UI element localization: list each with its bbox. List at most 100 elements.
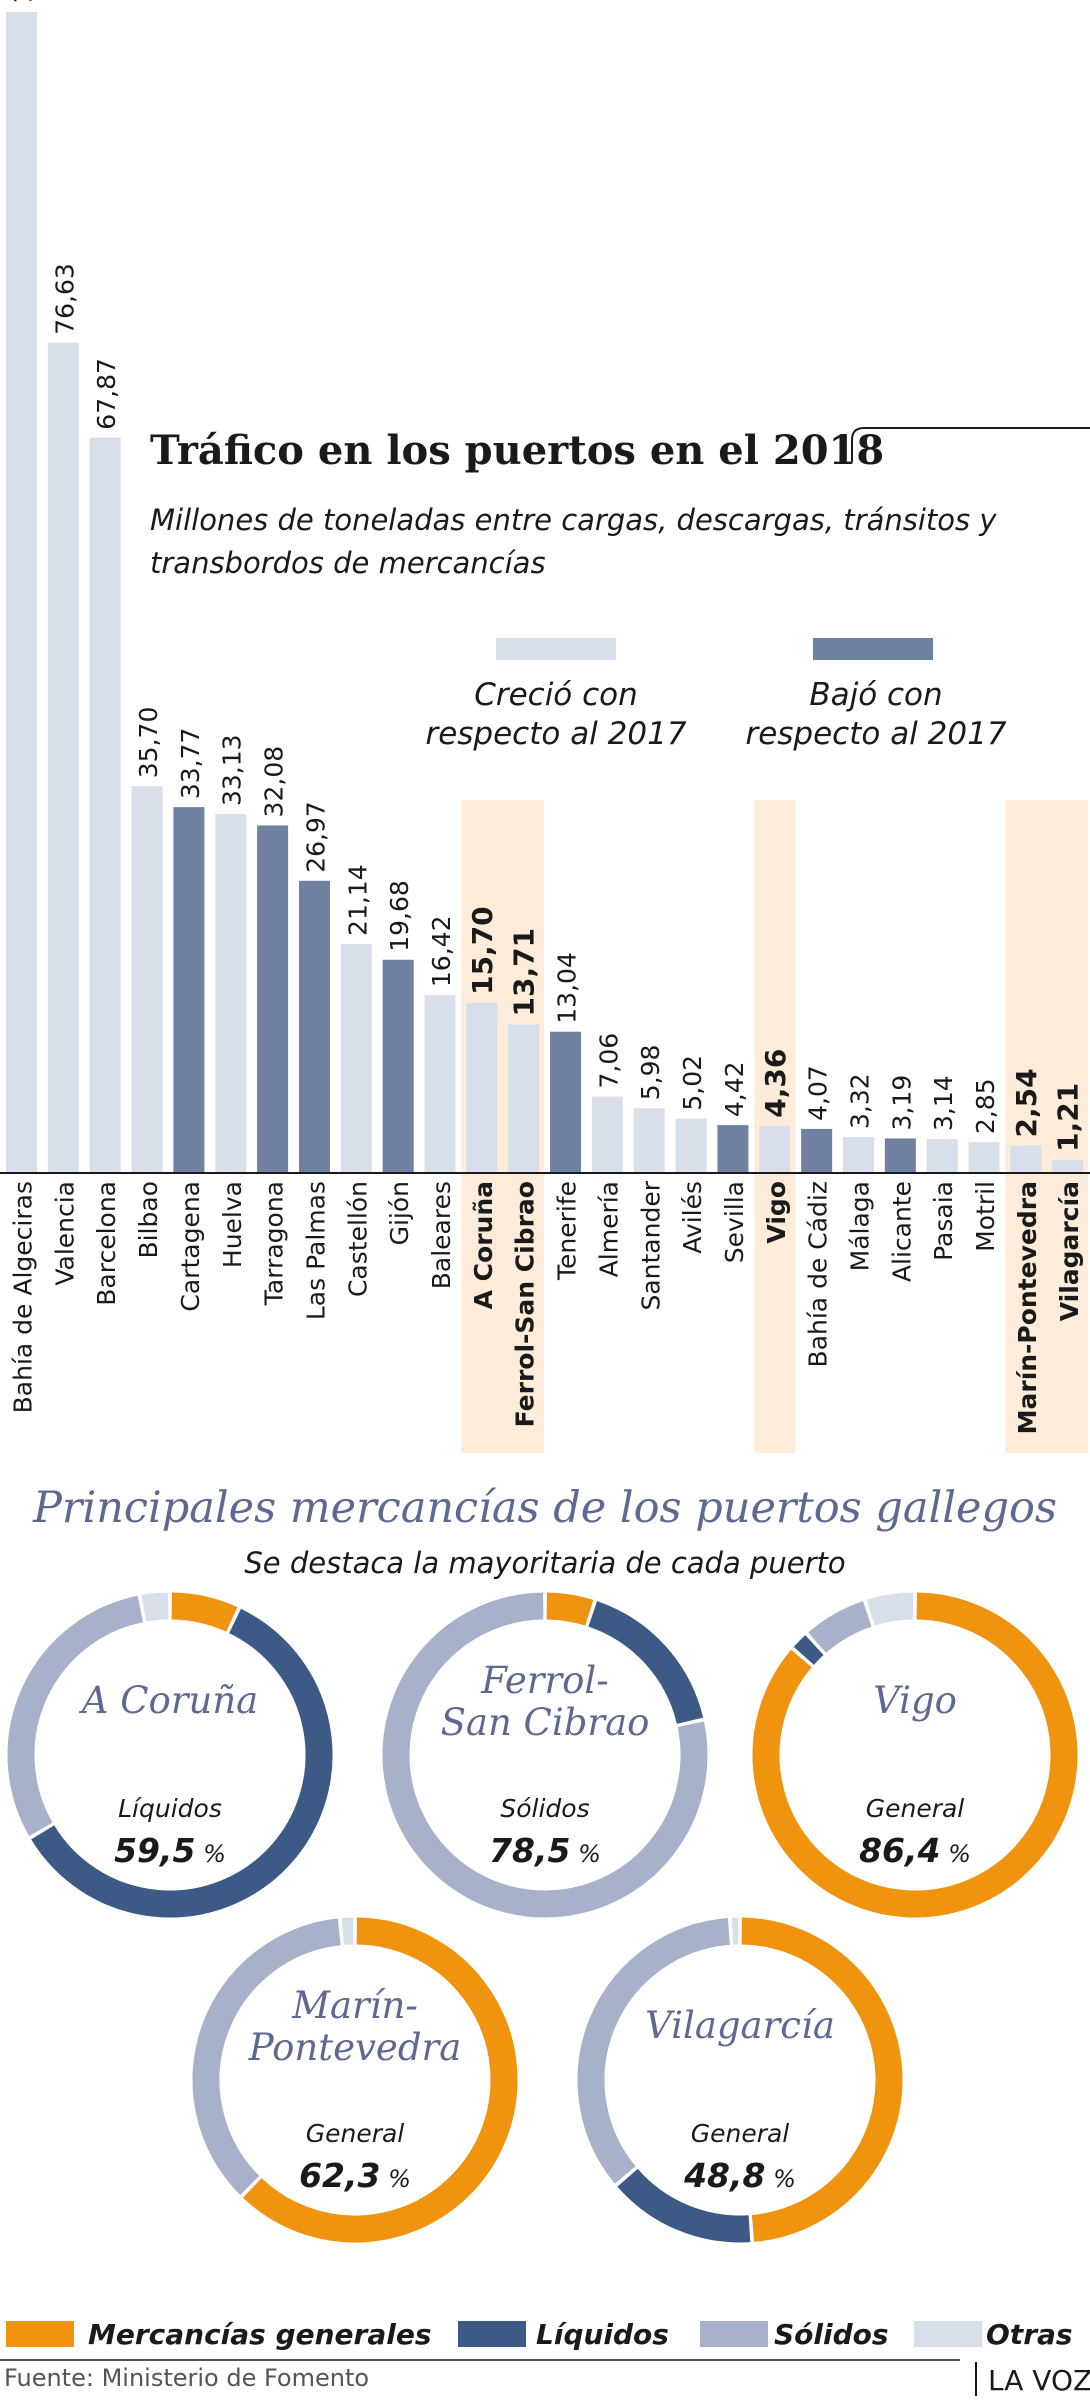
category-label-santander: Santander xyxy=(636,1180,665,1310)
chart-subtitle-line1: Millones de toneladas entre cargas, desc… xyxy=(150,503,997,537)
legend-grew-swatch xyxy=(496,638,616,660)
category-label-tenerife: Tenerife xyxy=(553,1181,582,1281)
source-note: Fuente: Ministerio de Fomento xyxy=(4,2364,369,2392)
category-label-vigo: Vigo xyxy=(762,1181,791,1244)
donut-name: Vigo xyxy=(873,1679,957,1722)
legend-grew-line1: Creció con xyxy=(474,677,638,713)
category-label-bahia-de-cadiz: Bahía de Cádiz xyxy=(804,1181,833,1367)
value-label-motril: 2,85 xyxy=(971,1078,1000,1134)
legend-general-label: Mercancías generales xyxy=(88,2318,432,2351)
chart-subtitle-line2: transbordos de mercancías xyxy=(150,546,546,580)
bar-tenerife xyxy=(550,1032,581,1173)
bar-baleares xyxy=(425,995,456,1173)
legend-liquids-label: Líquidos xyxy=(536,2318,669,2351)
value-label-tarragona: 32,08 xyxy=(260,746,289,818)
bar-bahia-de-cadiz xyxy=(801,1129,832,1173)
category-label-cartagena: Cartagena xyxy=(176,1181,205,1312)
value-label-tenerife: 13,04 xyxy=(553,952,582,1024)
value-label-pasaia: 3,14 xyxy=(929,1075,958,1131)
value-label-castellon: 21,14 xyxy=(343,864,372,936)
bar-vigo xyxy=(759,1126,790,1173)
value-label-baleares: 16,42 xyxy=(427,916,456,988)
value-label-bilbao: 35,70 xyxy=(134,707,163,779)
bar-tarragona xyxy=(257,825,288,1173)
value-label-valencia: 76,63 xyxy=(50,263,79,335)
category-label-valencia: Valencia xyxy=(50,1181,79,1286)
category-label-alicante: Alicante xyxy=(887,1181,916,1282)
bar-bilbao xyxy=(132,786,163,1173)
bar-malaga xyxy=(843,1137,874,1173)
value-label-aviles: 5,02 xyxy=(678,1055,707,1111)
category-label-almeria: Almería xyxy=(594,1181,623,1277)
legend-solids-label: Sólidos xyxy=(774,2318,889,2351)
brand-logo: LA VOZ xyxy=(988,2364,1090,2397)
legend-fell-swatch xyxy=(813,638,933,660)
donut-main-value: 48,8 % xyxy=(683,2156,796,2195)
value-label-marin-pontevedra: 2,54 xyxy=(1010,1068,1043,1137)
category-label-malaga: Málaga xyxy=(846,1181,875,1271)
donut-main-label: General xyxy=(691,2119,790,2148)
legend-general-swatch xyxy=(6,2321,74,2347)
value-label-vilagarcia: 1,21 xyxy=(1052,1083,1085,1152)
legend-others-label: Otras xyxy=(986,2318,1073,2351)
value-label-las-palmas: 26,97 xyxy=(301,801,330,873)
donuts-title: Principales mercancías de los puertos ga… xyxy=(32,1483,1057,1533)
chart-title: Tráfico en los puertos en el 2018 xyxy=(150,427,884,474)
donuts-subtitle: Se destaca la mayoritaria de cada puerto xyxy=(244,1546,845,1580)
title-bracket xyxy=(852,428,1090,462)
donut-marin-pontevedra: Marín-Pontevedra General 62,3 % xyxy=(206,1931,504,2229)
value-label-cartagena: 33,77 xyxy=(176,728,205,800)
value-label-a-coruna: 15,70 xyxy=(466,906,499,995)
donut-main-value: 86,4 % xyxy=(859,1831,971,1870)
category-label-aviles: Avilés xyxy=(678,1181,707,1254)
donut-main-label: General xyxy=(306,2119,405,2148)
category-label-motril: Motril xyxy=(971,1181,1000,1252)
slice-otras xyxy=(871,1606,914,1613)
bar-sevilla xyxy=(717,1125,748,1173)
value-label-ferrol-san-cibrao: 13,71 xyxy=(508,928,541,1017)
donut-main-label: Líquidos xyxy=(118,1794,222,1823)
bar-castellon xyxy=(341,944,372,1173)
legend-liquids-swatch xyxy=(458,2321,526,2347)
value-label-almeria: 7,06 xyxy=(594,1033,623,1089)
category-label-pasaia: Pasaia xyxy=(929,1181,958,1261)
category-label-barcelona: Barcelona xyxy=(92,1181,121,1306)
legend-fell-line1: Bajó con xyxy=(809,677,942,713)
bar-series: 107,1676,6367,8735,7033,7733,1332,0826,9… xyxy=(6,0,1085,1173)
bar-gijon xyxy=(383,960,414,1173)
category-label-castellon: Castellón xyxy=(343,1181,372,1297)
value-label-santander: 5,98 xyxy=(636,1045,665,1101)
donut-main-value: 59,5 % xyxy=(114,1831,226,1870)
bar-santander xyxy=(634,1108,665,1173)
bar-las-palmas xyxy=(299,881,330,1173)
donut-vilagarcia: Vilagarcía General 48,8 % xyxy=(591,1931,889,2229)
value-label-barcelona: 67,87 xyxy=(92,358,121,430)
bar-barcelona xyxy=(90,438,121,1173)
donut-name: Vilagarcía xyxy=(645,2004,835,2047)
value-label-alicante: 3,19 xyxy=(887,1075,916,1131)
donut-main-value: 78,5 % xyxy=(489,1831,601,1870)
donut-name: Marín- xyxy=(291,1984,418,2027)
slice-mercancias-generales xyxy=(547,1606,590,1613)
category-label-las-palmas: Las Palmas xyxy=(301,1181,330,1320)
slice-mercancias-generales xyxy=(172,1606,232,1619)
donut-main-value: 62,3 % xyxy=(299,2156,411,2195)
bar-almeria xyxy=(592,1097,623,1173)
donut-name-line2: Pontevedra xyxy=(248,2026,462,2069)
category-label-gijon: Gijón xyxy=(385,1181,414,1245)
donut-name: Ferrol- xyxy=(480,1659,609,1702)
category-label-vilagarcia: Vilagarcía xyxy=(1055,1181,1084,1321)
value-label-vigo: 4,36 xyxy=(759,1049,792,1118)
slice-liquidos xyxy=(804,1645,815,1656)
value-label-malaga: 3,32 xyxy=(846,1073,875,1129)
legend-solids-swatch xyxy=(700,2321,768,2347)
bar-vilagarcia xyxy=(1052,1160,1083,1173)
bar-marin-pontevedra xyxy=(1010,1145,1041,1173)
category-label-ferrol-san-cibrao: Ferrol-San Cibrao xyxy=(511,1181,540,1427)
bar-aviles xyxy=(676,1119,707,1173)
